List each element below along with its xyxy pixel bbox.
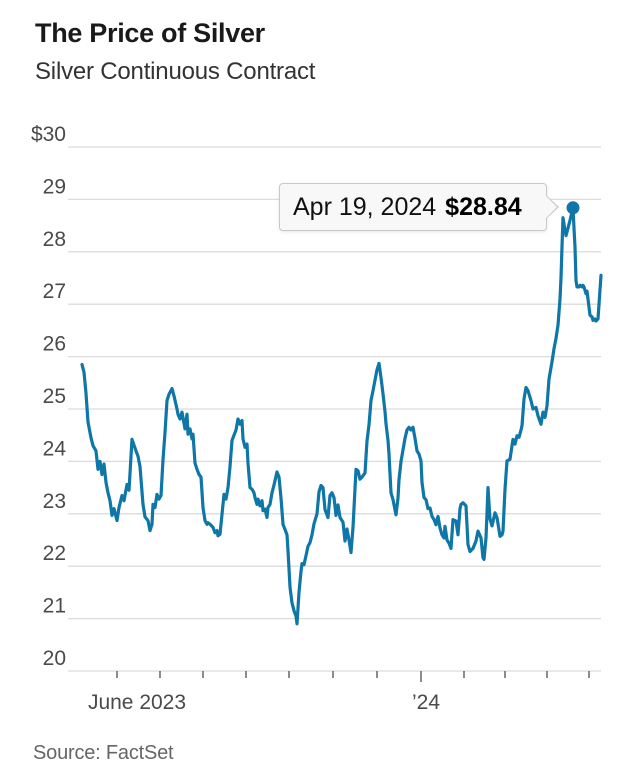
y-axis-label: $30 — [31, 123, 66, 146]
price-line — [80, 206, 603, 626]
x-axis-label: ’24 — [412, 691, 440, 714]
x-axis-label: June 2023 — [88, 691, 186, 714]
page-title: The Price of Silver — [35, 18, 265, 48]
highlight-dot — [566, 201, 580, 215]
y-axis-label: 21 — [43, 595, 66, 618]
y-axis-label: 25 — [43, 385, 66, 408]
tooltip-date: Apr 19, 2024 — [293, 192, 437, 221]
source-attribution: Source: FactSet — [33, 742, 174, 764]
tooltip-value: $28.84 — [445, 192, 522, 221]
data-point-tooltip: Apr 19, 2024 $28.84 — [279, 183, 559, 231]
y-axis-label: 23 — [43, 490, 66, 513]
y-axis-label: 29 — [43, 175, 66, 198]
y-axis-label: 27 — [43, 280, 66, 303]
y-axis-label: 20 — [43, 647, 66, 670]
y-axis-label: 26 — [43, 333, 66, 356]
chart-subtitle: Silver Continuous Contract — [35, 58, 316, 85]
y-axis-label: 24 — [43, 437, 67, 460]
tooltip-pointer-icon — [545, 195, 557, 219]
y-axis-label: 28 — [43, 228, 66, 251]
y-axis-label: 22 — [43, 542, 66, 565]
